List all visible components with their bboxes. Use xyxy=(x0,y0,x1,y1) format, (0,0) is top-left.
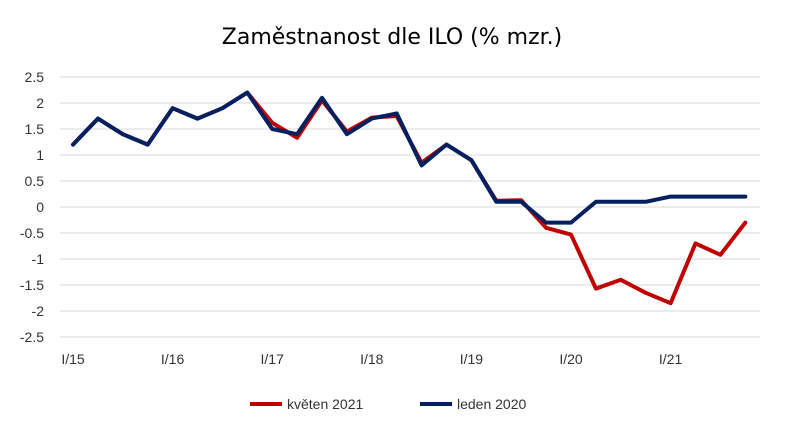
legend: květen 2021 leden 2020 xyxy=(250,396,527,412)
x-tick-label: I/20 xyxy=(559,351,583,367)
y-tick-label: -2 xyxy=(32,303,45,319)
y-tick-label: -0.5 xyxy=(20,225,44,241)
y-tick-label: 1 xyxy=(36,147,44,163)
legend-label: leden 2020 xyxy=(457,396,527,412)
x-tick-label: I/18 xyxy=(360,351,384,367)
x-tick-label: I/21 xyxy=(659,351,683,367)
y-tick-label: 1.5 xyxy=(25,121,45,137)
x-axis-ticks: I/15 I/16 I/17 I/18 I/19 I/20 I/21 xyxy=(61,351,682,367)
y-tick-label: 0.5 xyxy=(25,173,45,189)
y-tick-label: 0 xyxy=(36,199,44,215)
series-lines xyxy=(71,90,748,306)
y-tick-label: -2.5 xyxy=(20,329,44,345)
y-tick-label: -1.5 xyxy=(20,277,44,293)
x-tick-label: I/17 xyxy=(261,351,285,367)
x-tick-label: I/19 xyxy=(460,351,484,367)
legend-label: květen 2021 xyxy=(287,396,363,412)
x-tick-label: I/15 xyxy=(61,351,85,367)
series-line-1 xyxy=(71,90,748,225)
chart-title: Zaměstnanost dle ILO (% mzr.) xyxy=(222,25,562,50)
series-line-0 xyxy=(71,90,748,306)
grid xyxy=(60,76,760,338)
y-tick-label: -1 xyxy=(32,251,45,267)
y-tick-label: 2 xyxy=(36,95,44,111)
x-tick-label: I/16 xyxy=(161,351,185,367)
y-tick-label: 2.5 xyxy=(25,69,45,85)
y-axis-ticks: 2.5 2 1.5 1 0.5 0 -0.5 -1 -1.5 -2 -2.5 xyxy=(20,69,44,345)
